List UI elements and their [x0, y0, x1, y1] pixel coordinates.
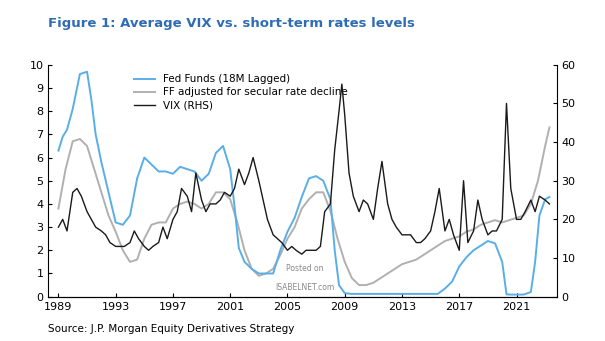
Fed Funds (18M Lagged): [377, 292, 384, 296]
VIX (RHS): [421, 237, 428, 241]
Line: FF adjusted for secular rate decline: FF adjusted for secular rate decline: [59, 128, 549, 285]
VIX (RHS): [546, 202, 553, 206]
Fed Funds (18M Lagged): [231, 204, 238, 208]
FF adjusted for secular rate decline: [355, 283, 362, 287]
Line: VIX (RHS): VIX (RHS): [59, 84, 549, 254]
Fed Funds (18M Lagged): [546, 195, 553, 199]
Fed Funds (18M Lagged): [319, 179, 327, 183]
Text: Posted on: Posted on: [286, 265, 324, 273]
VIX (RHS): [269, 233, 276, 237]
Fed Funds (18M Lagged): [391, 292, 399, 296]
Fed Funds (18M Lagged): [83, 70, 91, 74]
FF adjusted for secular rate decline: [546, 125, 553, 130]
FF adjusted for secular rate decline: [327, 209, 334, 213]
VIX (RHS): [245, 171, 252, 175]
Text: Source: J.P. Morgan Equity Derivatives Strategy: Source: J.P. Morgan Equity Derivatives S…: [48, 324, 295, 334]
FF adjusted for secular rate decline: [55, 207, 62, 211]
FF adjusted for secular rate decline: [477, 223, 485, 227]
VIX (RHS): [120, 244, 128, 249]
Line: Fed Funds (18M Lagged): Fed Funds (18M Lagged): [59, 72, 549, 295]
Text: Figure 1: Average VIX vs. short-term rates levels: Figure 1: Average VIX vs. short-term rat…: [48, 17, 415, 30]
Legend: Fed Funds (18M Lagged), FF adjusted for secular rate decline, VIX (RHS): Fed Funds (18M Lagged), FF adjusted for …: [130, 70, 352, 115]
VIX (RHS): [59, 217, 67, 221]
FF adjusted for secular rate decline: [484, 220, 491, 224]
Fed Funds (18M Lagged): [463, 255, 470, 259]
VIX (RHS): [417, 240, 424, 244]
Text: ISABELNET.com: ISABELNET.com: [275, 283, 335, 292]
VIX (RHS): [298, 252, 306, 256]
VIX (RHS): [55, 225, 62, 229]
VIX (RHS): [338, 82, 345, 86]
Fed Funds (18M Lagged): [507, 293, 514, 297]
FF adjusted for secular rate decline: [119, 248, 126, 252]
FF adjusted for secular rate decline: [205, 202, 212, 206]
Fed Funds (18M Lagged): [55, 149, 62, 153]
FF adjusted for secular rate decline: [169, 207, 177, 211]
Fed Funds (18M Lagged): [98, 160, 105, 164]
